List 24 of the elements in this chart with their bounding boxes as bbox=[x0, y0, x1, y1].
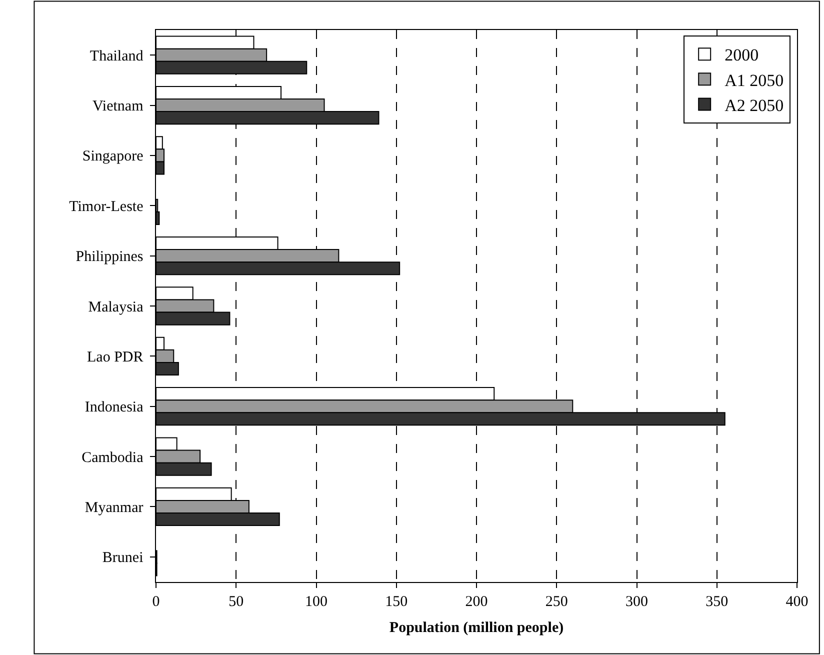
x-tick-label: 100 bbox=[305, 594, 328, 610]
x-tick-label: 300 bbox=[626, 594, 648, 610]
y-tick-label: Lao PDR bbox=[87, 349, 147, 366]
legend-label: 2000 bbox=[724, 46, 759, 65]
y-tick-label: Timor-Leste bbox=[69, 198, 147, 215]
legend-label: A1 2050 bbox=[724, 70, 784, 90]
legend-label: A2 2050 bbox=[724, 96, 784, 115]
y-tick-label: Singapore bbox=[82, 148, 147, 165]
y-tick-label: Indonesia bbox=[84, 400, 147, 416]
x-tick-label: 350 bbox=[706, 594, 728, 610]
x-tick-label: 400 bbox=[786, 594, 808, 610]
x-tick-label: 150 bbox=[385, 594, 408, 610]
y-tick-label: Vietnam bbox=[92, 98, 147, 115]
x-tick-label: 50 bbox=[228, 594, 244, 610]
y-tick-label: Brunei bbox=[102, 550, 147, 566]
y-tick-label: Malaysia bbox=[88, 299, 147, 316]
y-tick-label: Cambodia bbox=[82, 450, 147, 466]
x-tick-label: 250 bbox=[545, 594, 568, 610]
y-tick-label: Philippines bbox=[76, 249, 147, 266]
y-tick-label: Thailand bbox=[90, 48, 147, 64]
x-tick-label: 0 bbox=[152, 594, 160, 610]
x-axis-title: Population (million people) bbox=[389, 620, 564, 636]
x-tick-label: 200 bbox=[465, 594, 488, 610]
y-tick-label: Myanmar bbox=[84, 500, 147, 516]
